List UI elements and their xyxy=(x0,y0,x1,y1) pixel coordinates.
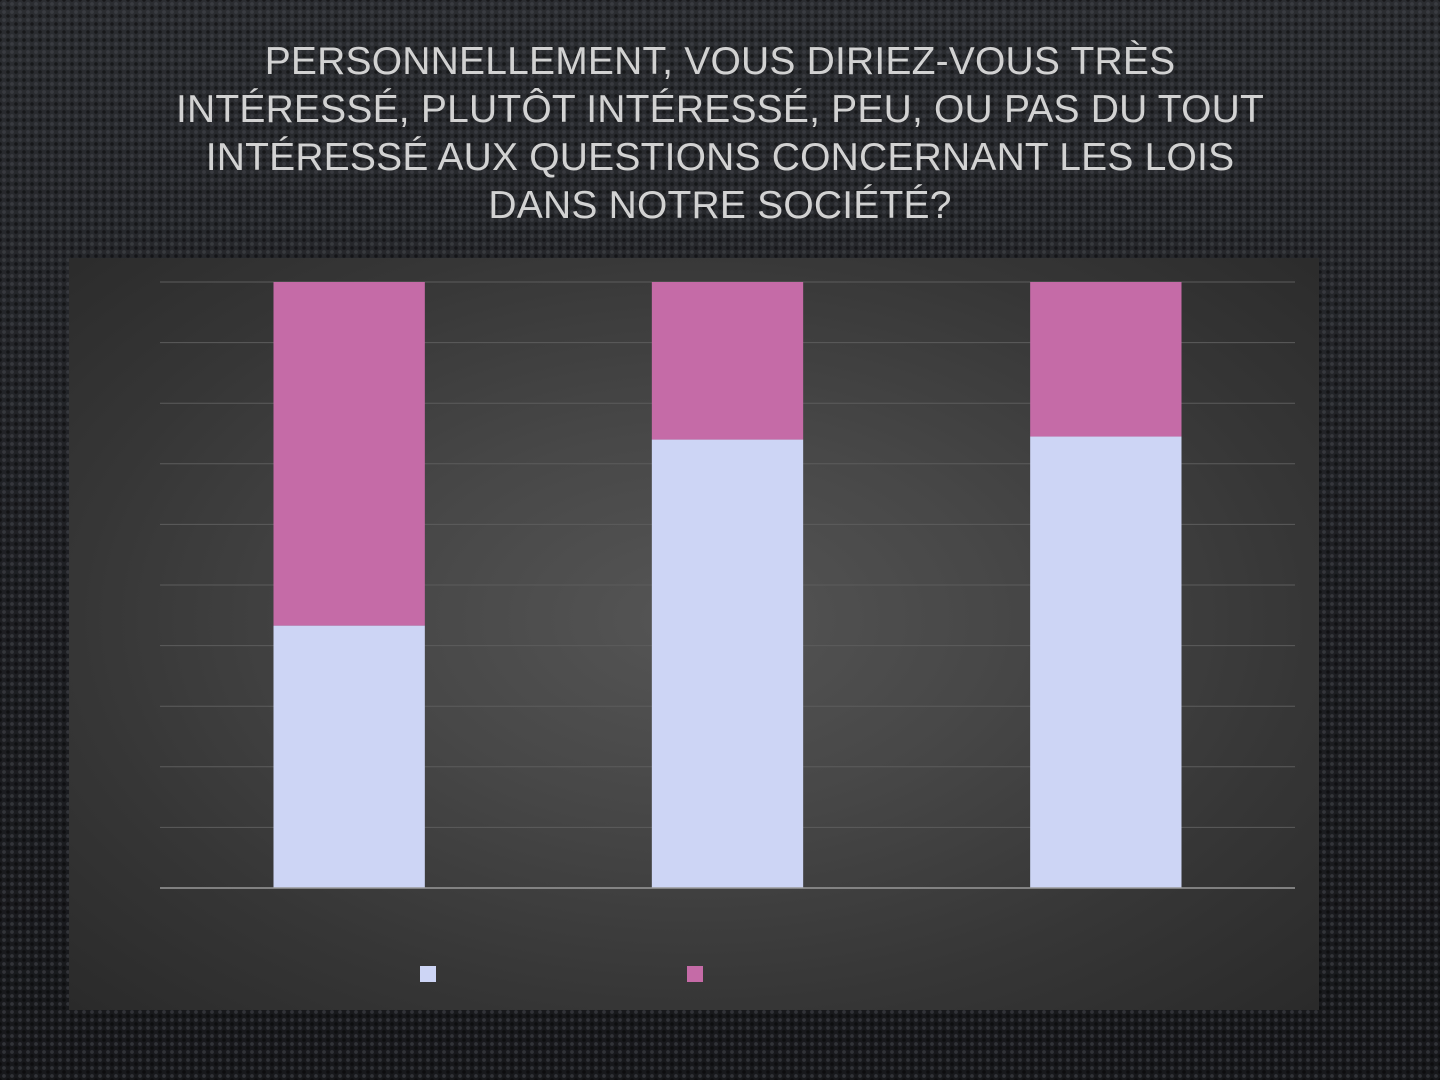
bar-group xyxy=(273,282,1182,888)
legend-item-series1 xyxy=(420,966,442,982)
chart-panel xyxy=(69,258,1319,1010)
bar-segment-series2-col2 xyxy=(651,282,804,440)
bar-segment-series1-col1 xyxy=(273,625,425,888)
legend-swatch-series1 xyxy=(420,966,436,982)
bar-segment-series1-col3 xyxy=(1030,436,1182,888)
chart-plot xyxy=(160,281,1295,889)
bar-segment-series2-col3 xyxy=(1030,282,1182,437)
bar-segment-series2-col1 xyxy=(273,282,425,626)
legend-item-series2 xyxy=(687,966,709,982)
chart-legend xyxy=(69,958,1319,988)
legend-swatch-series2 xyxy=(687,966,703,982)
slide-title: PERSONNELLEMENT, VOUS DIRIEZ-VOUS TRÈS I… xyxy=(175,40,1265,227)
bar-segment-series1-col2 xyxy=(651,439,804,888)
